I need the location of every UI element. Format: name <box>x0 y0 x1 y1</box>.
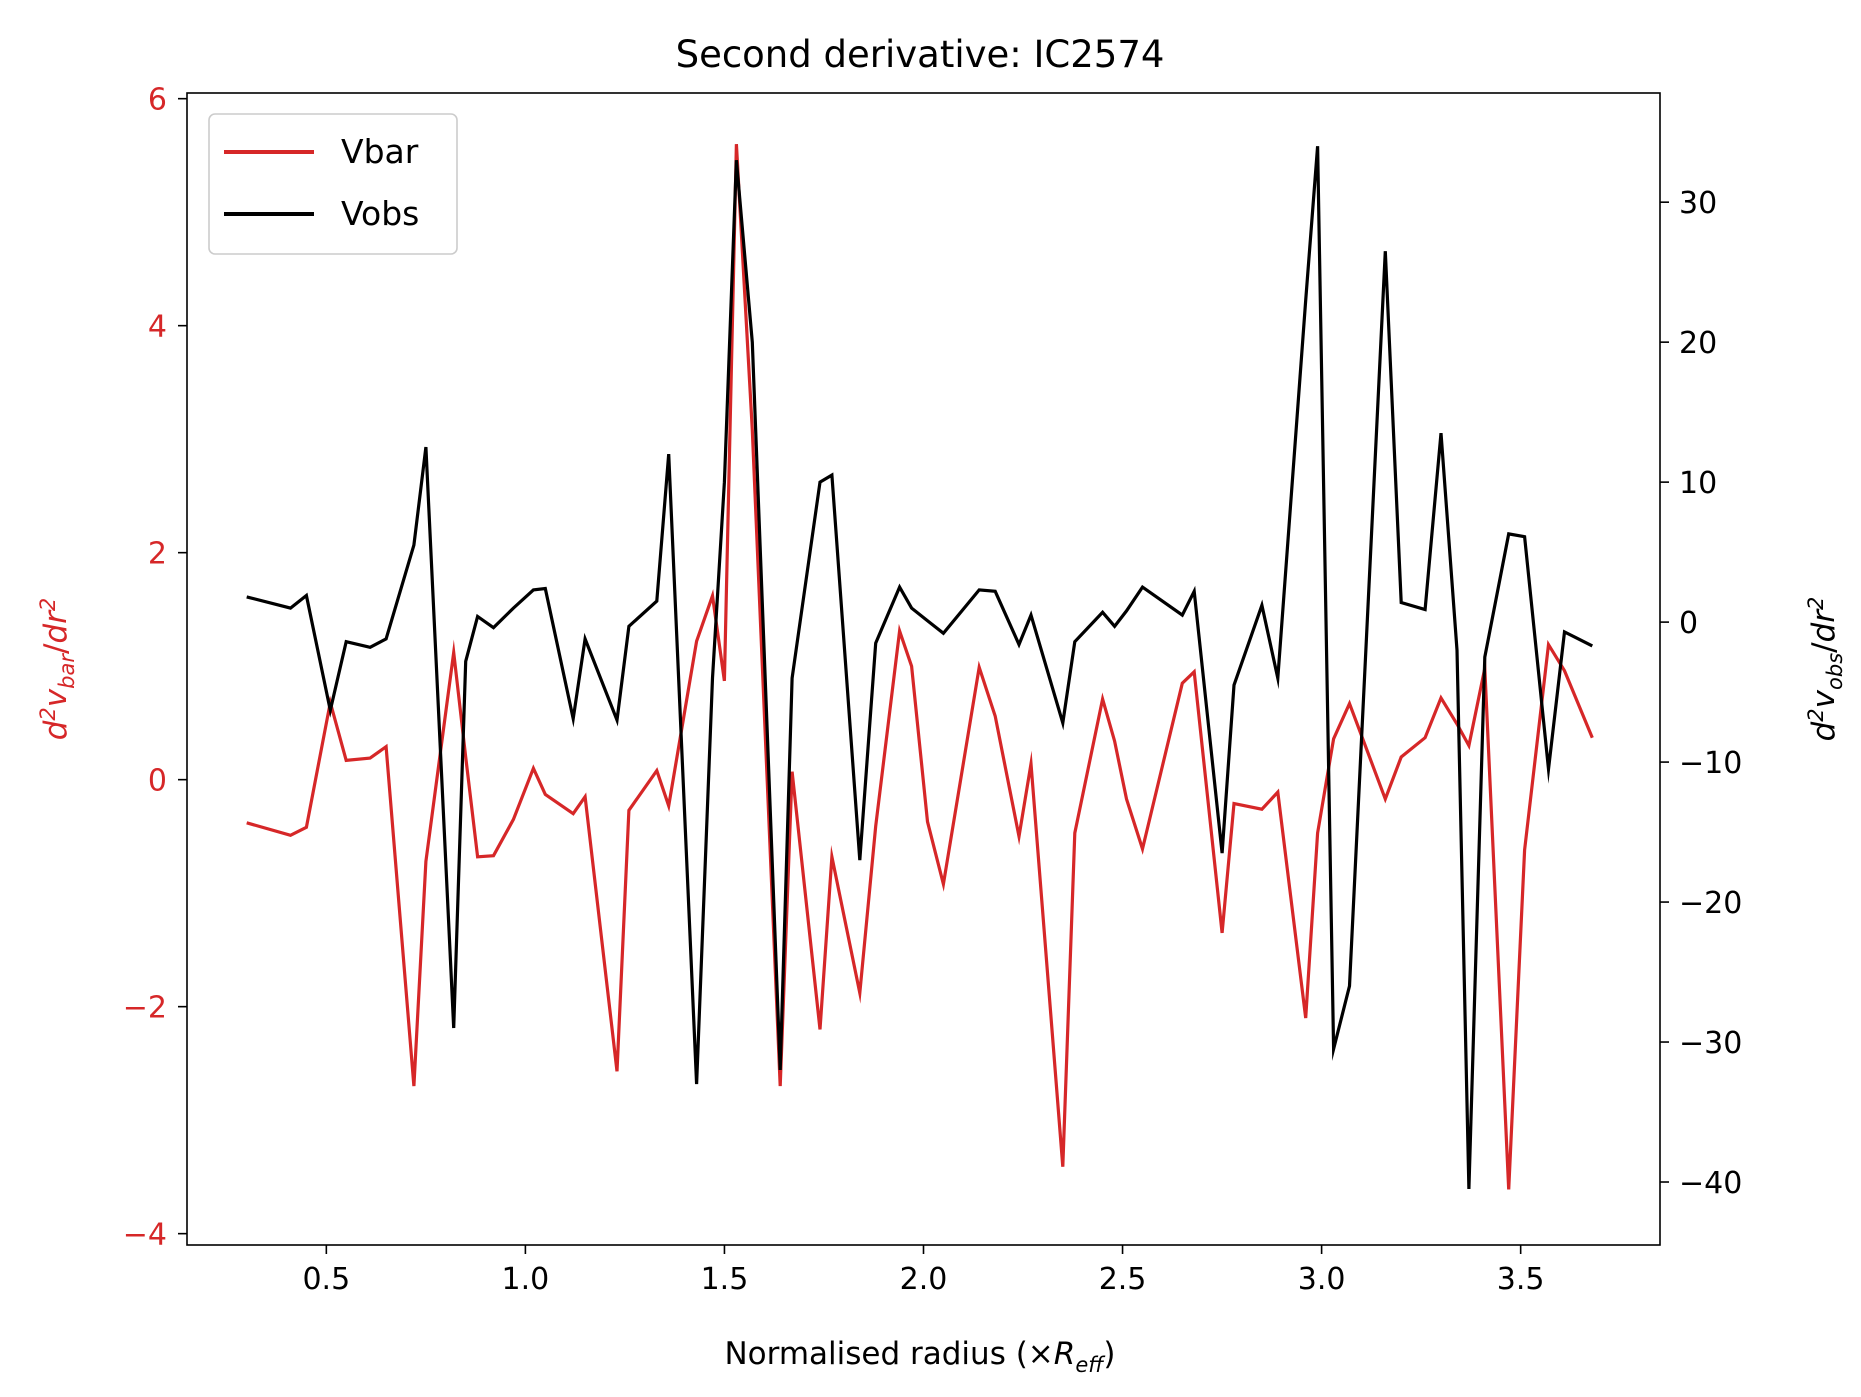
series-layer <box>246 144 1594 1190</box>
y-right-tick-label: −20 <box>1679 886 1742 921</box>
x-axis-label: Normalised radius (×Reff) <box>724 1336 1115 1377</box>
y-right-tick-label: 0 <box>1679 606 1698 641</box>
legend-box <box>208 113 458 255</box>
legend-label-vobs: Vobs <box>341 194 419 233</box>
y-left-tick-label: 0 <box>148 764 167 799</box>
y-right-tick-label: 10 <box>1679 466 1717 501</box>
y-right-tick-label: 20 <box>1679 326 1717 361</box>
x-tick-label: 3.0 <box>1298 1262 1346 1297</box>
y-left-tick-label: 2 <box>148 537 167 572</box>
plot-area <box>187 93 1660 1245</box>
x-tick-label: 3.5 <box>1497 1262 1545 1297</box>
y-right-tick-label: −40 <box>1679 1166 1742 1201</box>
series-line-vobs <box>246 146 1594 1190</box>
y-left-tick-label: −2 <box>123 991 167 1026</box>
y-right-tick-label: −30 <box>1679 1026 1742 1061</box>
x-tick-label: 2.5 <box>1099 1262 1147 1297</box>
y-axis-right-ticks: −40 −30 −20 −10 0 10 20 30 <box>1660 186 1742 1201</box>
y-left-tick-label: 4 <box>148 310 167 345</box>
x-tick-label: 1.5 <box>701 1262 749 1297</box>
x-tick-label: 1.0 <box>502 1262 550 1297</box>
series-line-vbar <box>246 144 1594 1190</box>
x-tick-label: 0.5 <box>302 1262 350 1297</box>
x-tick-label: 2.0 <box>900 1262 948 1297</box>
y-axis-left-label: d2vbar/dr2 <box>36 598 79 741</box>
plot-frame <box>186 92 1661 1246</box>
legend: Vbar Vobs <box>208 113 458 255</box>
chart-title: Second derivative: IC2574 <box>676 33 1165 76</box>
y-right-tick-label: 30 <box>1679 186 1717 221</box>
y-axis-left-ticks: −4 −2 0 2 4 6 <box>123 83 187 1253</box>
y-left-tick-label: 6 <box>148 83 167 118</box>
y-right-tick-label: −10 <box>1679 746 1742 781</box>
legend-label-vbar: Vbar <box>341 132 419 171</box>
y-left-tick-label: −4 <box>123 1218 167 1253</box>
y-axis-right-label: d2vobs/dr2 <box>1804 597 1847 742</box>
x-axis-ticks: 0.5 1.0 1.5 2.0 2.5 3.0 3.5 <box>302 1245 1545 1297</box>
